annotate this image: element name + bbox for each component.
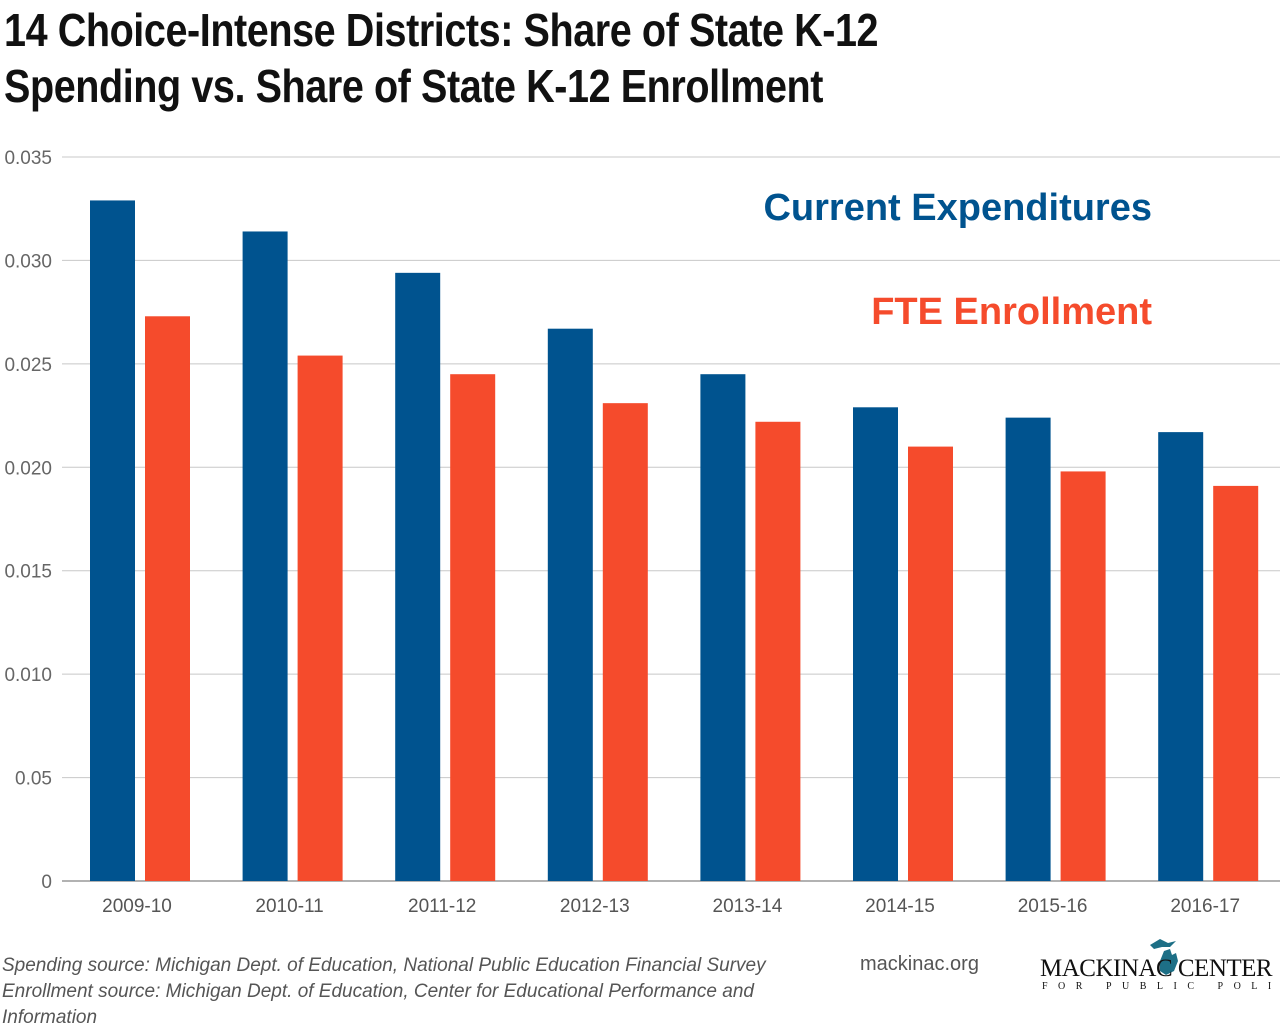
logo-main-text: MACKINAC CENTER — [1040, 955, 1273, 982]
bar-fte-enrollment-2014-15 — [908, 446, 953, 881]
y-tick-label: 0.035 — [4, 148, 52, 169]
site-link[interactable]: mackinac.org — [860, 953, 979, 975]
bar-chart: 0 0.05 0.010 0.015 0.020 0.025 0.030 0.035 2009… — [4, 148, 1280, 917]
x-tick-label: 2013-14 — [713, 896, 783, 917]
y-tick-label: 0.020 — [4, 458, 52, 479]
title-line-2: Spending vs. Share of State K-12 Enrollm… — [4, 60, 824, 112]
bar-current-expenditures-2015-16 — [1005, 417, 1051, 881]
chart-title: 14 Choice-Intense Districts: Share of St… — [4, 2, 879, 114]
bar-current-expenditures-2013-14 — [700, 374, 746, 881]
bar-fte-enrollment-2016-17 — [1213, 485, 1259, 881]
bar-fte-enrollment-2013-14 — [755, 421, 801, 881]
x-tick-label: 2011-12 — [408, 896, 476, 917]
bar-current-expenditures-2016-17 — [1158, 432, 1204, 881]
y-tick-label: 0.010 — [4, 665, 52, 686]
bar-current-expenditures-2014-15 — [853, 407, 898, 881]
enrollment-source: Enrollment source: Michigan Dept. of Edu… — [2, 981, 754, 1028]
x-tick-label: 2012-13 — [560, 896, 630, 917]
x-tick-label: 2009-10 — [102, 896, 172, 917]
bar-current-expenditures-2009-10 — [90, 200, 135, 881]
y-tick-label: 0.015 — [4, 562, 52, 583]
bar-fte-enrollment-2011-12 — [450, 374, 496, 881]
x-tick-label: 2010-11 — [255, 896, 323, 917]
y-tick-label: 0.05 — [15, 769, 52, 790]
bar-current-expenditures-2012-13 — [547, 328, 593, 882]
title-line-1: 14 Choice-Intense Districts: Share of St… — [4, 4, 879, 56]
bar-fte-enrollment-2009-10 — [145, 316, 190, 881]
bar-fte-enrollment-2010-11 — [297, 355, 343, 881]
y-tick-label: 0.025 — [4, 355, 52, 376]
michigan-icon — [1150, 939, 1178, 975]
y-tick-label: 0 — [41, 872, 52, 893]
legend-fte-enrollment: FTE Enrollment — [871, 291, 1152, 333]
legend-current-expenditures: Current Expenditures — [763, 187, 1152, 229]
y-tick-label: 0.030 — [4, 251, 52, 272]
x-tick-label: 2015-16 — [1018, 896, 1088, 917]
spending-source: Spending source: Michigan Dept. of Educa… — [2, 955, 766, 976]
x-tick-label: 2014-15 — [865, 896, 935, 917]
bar-fte-enrollment-2015-16 — [1060, 471, 1106, 881]
mackinac-logo: MACKINAC CENTER FOR PUBLIC POLICY — [1040, 937, 1280, 997]
x-tick-label: 2016-17 — [1170, 896, 1240, 917]
bar-current-expenditures-2010-11 — [242, 231, 288, 881]
bar-current-expenditures-2011-12 — [395, 272, 441, 882]
logo-sub-text: FOR PUBLIC POLICY — [1042, 981, 1280, 992]
source-note: Spending source: Michigan Dept. of Educa… — [2, 953, 832, 1031]
bar-fte-enrollment-2012-13 — [602, 403, 648, 881]
